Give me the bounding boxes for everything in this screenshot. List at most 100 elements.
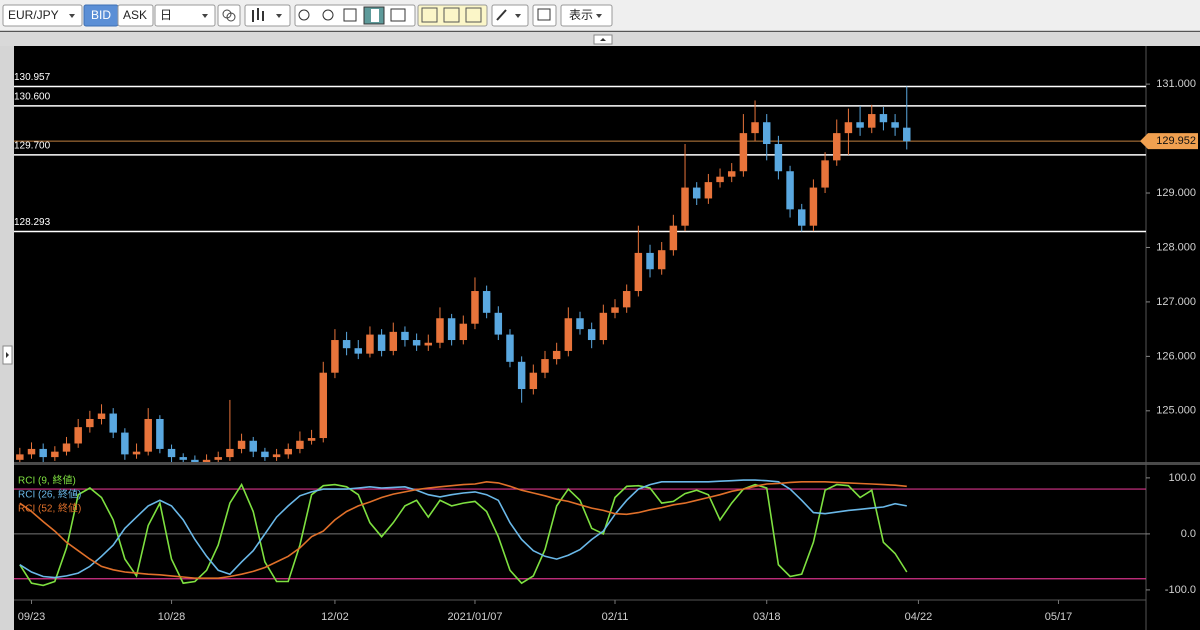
candle-body — [389, 331, 398, 351]
candle-body — [459, 323, 468, 341]
period-text: 日 — [160, 8, 172, 22]
x-tick-label: 05/17 — [1045, 611, 1073, 623]
y-tick-label: 129.000 — [1156, 187, 1196, 199]
pen-select[interactable] — [491, 4, 529, 27]
candle-body — [879, 114, 888, 123]
candle-body — [62, 443, 71, 452]
candle-body — [447, 318, 456, 341]
candle-body — [179, 457, 187, 460]
dropdown-arrow — [276, 14, 282, 18]
candle-body — [576, 318, 584, 330]
link-button[interactable] — [217, 4, 241, 27]
x-tick-label: 03/18 — [753, 611, 781, 623]
y-tick-label: 125.000 — [1156, 405, 1196, 417]
candle-body — [739, 133, 748, 172]
icon — [465, 7, 482, 23]
candle-body — [424, 342, 433, 346]
candle-body — [249, 440, 257, 452]
candle-body — [401, 331, 409, 341]
chart-type-select[interactable] — [244, 4, 291, 27]
legend-entry: RCI (52, 終値) — [18, 502, 81, 515]
icon — [443, 7, 460, 23]
candle-body — [821, 160, 829, 188]
x-tick-label: 09/23 — [18, 611, 46, 623]
icon — [252, 8, 264, 22]
candle-body — [564, 318, 573, 351]
candle-body — [272, 454, 281, 458]
y-tick-label: 131.000 — [1156, 78, 1196, 90]
candle-body — [16, 454, 24, 460]
candle-body — [856, 122, 864, 128]
candle-body — [833, 133, 841, 161]
icon — [600, 38, 606, 41]
candle-body — [377, 334, 386, 351]
level-label: 130.600 — [14, 92, 51, 103]
side-strip — [0, 46, 14, 630]
candle-body — [109, 413, 117, 433]
candle-body — [751, 122, 759, 134]
rci-panel — [14, 479, 1146, 587]
axes: 09/23 10/28 12/02 2021/01/07 02/11 03/18 04/22… — [14, 72, 1198, 623]
zoom-tools — [294, 4, 416, 27]
scroll-end[interactable] — [390, 8, 406, 22]
candle-body — [366, 334, 374, 354]
candle-body — [774, 144, 783, 172]
candle-body — [167, 448, 176, 458]
icon — [371, 9, 379, 22]
period-select[interactable] — [154, 4, 216, 27]
candle-body — [762, 122, 771, 145]
candle-body — [86, 418, 94, 428]
candle-body — [436, 318, 444, 343]
candle-body — [517, 361, 526, 390]
y-tick-label: 127.000 — [1156, 296, 1196, 308]
candle-body — [903, 127, 911, 142]
zoom-out[interactable] — [322, 9, 334, 21]
drawing-tools[interactable] — [417, 4, 488, 27]
rci-line — [19, 480, 907, 579]
candle-body — [657, 250, 666, 270]
candle-body — [611, 307, 619, 313]
rci-line — [19, 479, 907, 579]
bid-text: BID — [91, 8, 111, 22]
legend-entry: RCI (26, 終値) — [18, 488, 81, 501]
candle-body — [786, 171, 794, 210]
icon — [226, 12, 236, 22]
y-tick-label: 126.000 — [1156, 350, 1196, 362]
candle-body — [27, 448, 36, 455]
candle-body — [797, 209, 806, 226]
candle-body — [132, 451, 141, 455]
panel-separator — [14, 462, 1200, 465]
ask-button[interactable] — [117, 4, 154, 27]
display-text: 表示 — [569, 8, 593, 22]
candle-body — [646, 252, 654, 270]
symbol-box[interactable] — [2, 4, 83, 27]
candle-body — [844, 122, 853, 134]
candle-body — [891, 122, 899, 128]
display-menu[interactable] — [560, 4, 613, 27]
candle-body — [284, 448, 292, 455]
symbol-text: EUR/JPY — [8, 8, 59, 22]
candle-body — [809, 187, 818, 226]
candle-body — [237, 440, 246, 449]
candle-body — [191, 459, 199, 462]
x-tick-label: 12/02 — [321, 611, 349, 623]
candle-body — [634, 252, 643, 292]
candle-body — [669, 225, 678, 251]
price-panel — [14, 85, 1146, 462]
zoom-in[interactable] — [298, 9, 310, 21]
dropdown-arrow — [202, 14, 208, 18]
candle-body — [144, 418, 152, 452]
tool-group — [294, 4, 416, 27]
level-label: 129.700 — [14, 141, 51, 152]
window-button[interactable] — [532, 4, 557, 27]
icon — [421, 7, 438, 23]
candle-body — [471, 291, 479, 324]
candle-body — [716, 176, 724, 183]
candle-body — [704, 182, 713, 199]
candle-body — [622, 291, 631, 308]
symbol-select[interactable]: EUR/JPY — [2, 4, 83, 27]
fit-button[interactable] — [343, 8, 357, 22]
y-tick-label: 0.0 — [1181, 528, 1196, 540]
x-tick-label: 10/28 — [158, 611, 186, 623]
candle-body — [529, 372, 538, 390]
